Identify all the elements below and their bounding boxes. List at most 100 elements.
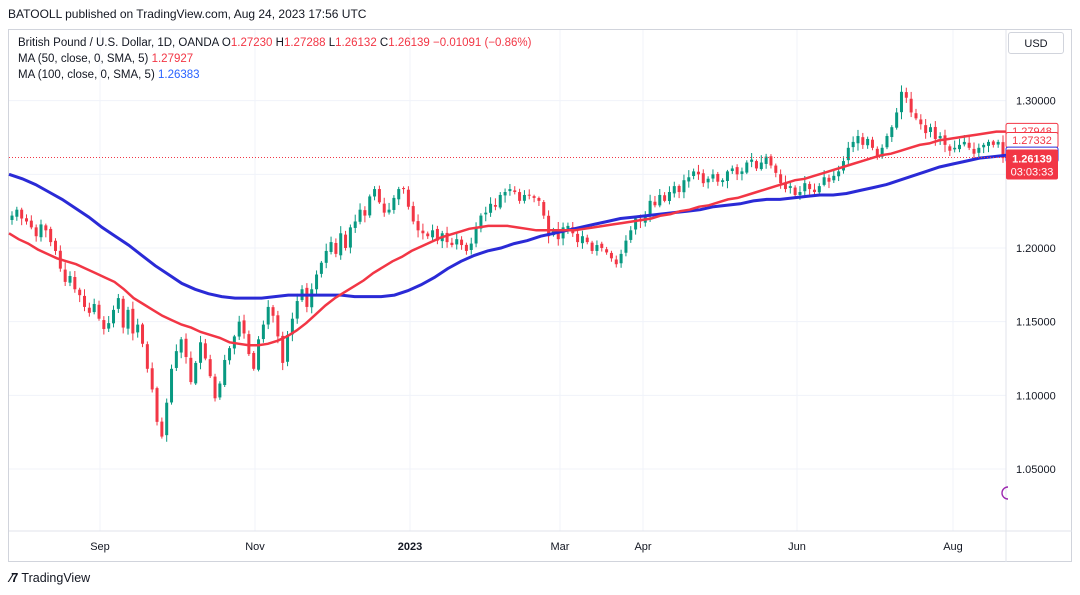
time-tick-label: Sep <box>90 541 110 553</box>
candle-body <box>223 359 227 386</box>
ma100-row[interactable]: MA (100, close, 0, SMA, 5) 1.26383 <box>18 67 531 83</box>
candle-body <box>474 227 478 244</box>
candle-body <box>513 190 517 193</box>
ma50-label: MA (50, close, 0, SMA, 5) <box>18 53 149 65</box>
candle-body <box>348 227 352 248</box>
candle-body <box>363 210 367 216</box>
moon-icon <box>1001 486 1009 500</box>
candle-body <box>788 186 792 188</box>
candle-body <box>798 192 802 195</box>
footer-logo: ⁄7 TradingView <box>10 570 90 585</box>
price-tick-label: 1.05000 <box>1016 464 1056 476</box>
candle-body <box>895 112 899 128</box>
candle-body <box>406 189 410 207</box>
price-tick-label: 1.10000 <box>1016 390 1056 402</box>
candle-body <box>522 194 526 201</box>
candle-body <box>334 242 338 254</box>
candle-body <box>1001 142 1005 159</box>
candle-body <box>271 307 275 316</box>
candle-body <box>561 227 565 239</box>
candle-body <box>793 187 797 195</box>
candles <box>10 85 1005 442</box>
candle-body <box>547 215 551 237</box>
candle-body <box>967 142 971 148</box>
candle-body <box>725 171 729 181</box>
candle-body <box>856 136 860 144</box>
symbol-name[interactable]: British Pound / U.S. Dollar, 1D, OANDA <box>18 37 219 49</box>
candle-body <box>711 174 715 179</box>
ma100-label: MA (100, close, 0, SMA, 5) <box>18 69 155 81</box>
candle-body <box>614 259 618 265</box>
candle-body <box>846 147 850 161</box>
candle-body <box>774 165 778 173</box>
candle-body <box>344 234 348 248</box>
candle-body <box>919 119 923 125</box>
candle-body <box>324 250 328 263</box>
high-label: H <box>275 37 284 49</box>
time-tick-label: Nov <box>245 541 265 553</box>
candle-body <box>542 202 546 216</box>
candle-body <box>102 320 106 330</box>
candle-body <box>126 309 130 329</box>
candle-body <box>730 168 734 172</box>
candle-body <box>595 245 599 251</box>
candle-body <box>402 188 406 190</box>
ma50-row[interactable]: MA (50, close, 0, SMA, 5) 1.27927 <box>18 51 531 67</box>
candle-body <box>716 173 720 182</box>
low-label: L <box>328 37 336 49</box>
candle-body <box>953 147 957 150</box>
candle-body <box>257 339 261 370</box>
candle-body <box>508 189 512 192</box>
low-value: 1.26132 <box>335 37 377 49</box>
candle-body <box>885 136 889 148</box>
open-value: 1.27230 <box>230 37 273 49</box>
time-tick-label: 2023 <box>398 541 422 553</box>
candle-body <box>87 307 91 313</box>
candle-body <box>261 324 265 340</box>
candle-body <box>116 298 120 309</box>
candle-body <box>179 339 183 353</box>
candle-body <box>566 225 570 229</box>
candle-body <box>25 218 29 222</box>
candle-body <box>692 171 696 177</box>
candle-body <box>479 215 483 229</box>
currency-button[interactable]: USD <box>1008 32 1064 54</box>
candle-body <box>904 92 908 98</box>
candle-body <box>740 171 744 174</box>
candle-body <box>97 304 101 319</box>
candle-body <box>455 239 459 245</box>
candle-body <box>15 209 19 217</box>
ma100-value: 1.26383 <box>157 69 200 81</box>
candle-body <box>663 195 667 201</box>
candle-body <box>228 348 232 361</box>
candle-body <box>687 177 691 182</box>
candle-body <box>629 230 633 240</box>
candle-body <box>145 344 149 369</box>
candle-body <box>49 228 53 243</box>
candle-body <box>445 232 449 243</box>
candle-body <box>556 229 560 240</box>
candle-body <box>827 177 831 182</box>
candle-body <box>141 324 145 344</box>
candle-body <box>377 189 381 203</box>
candle-body <box>899 91 903 113</box>
candle-body <box>532 196 536 198</box>
price-tick-label: 1.15000 <box>1016 317 1056 329</box>
candle-body <box>411 206 415 222</box>
candle-body <box>619 253 623 264</box>
candle-body <box>677 185 681 193</box>
candle-body <box>585 237 589 243</box>
candle-body <box>353 221 357 228</box>
candle-body <box>160 421 164 437</box>
candle-body <box>329 242 333 252</box>
candle-body <box>484 212 488 215</box>
svg-text:1.26139: 1.26139 <box>1012 154 1052 166</box>
candle-body <box>78 289 82 296</box>
candle-body <box>203 343 207 359</box>
candle-body <box>924 125 928 134</box>
candle-body <box>972 148 976 154</box>
candle-body <box>493 205 497 207</box>
candle-body <box>63 269 67 282</box>
